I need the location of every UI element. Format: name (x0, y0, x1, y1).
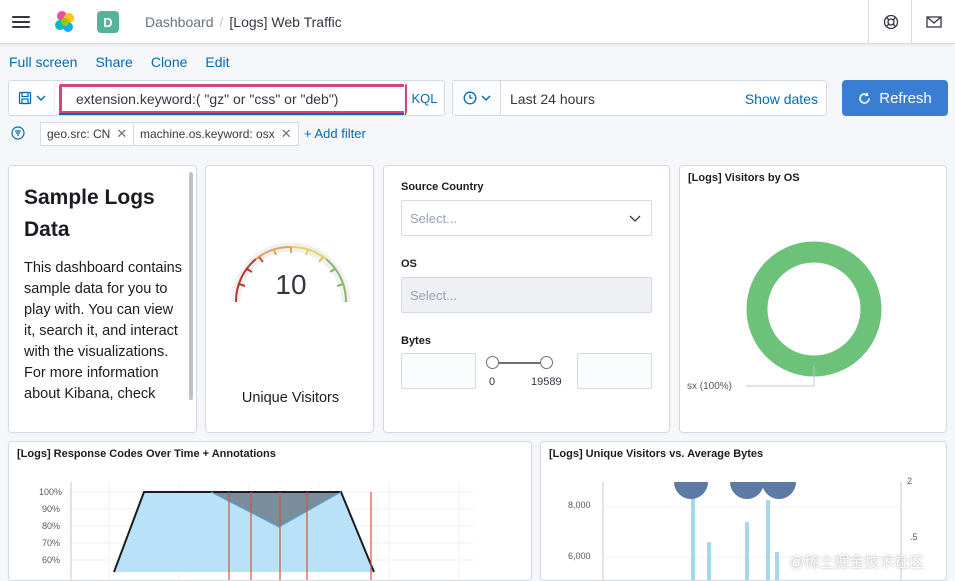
annotation-markers[interactable] (228, 492, 372, 581)
unique-visitors-bytes-panel: [Logs] Unique Visitors vs. Average Bytes… (540, 441, 947, 581)
saved-query-button[interactable] (9, 81, 55, 115)
donut-slice-sx[interactable] (746, 241, 882, 377)
filter-pill-label: machine.os.keyword: osx (140, 127, 275, 141)
query-bar: extension.keyword:( "gz" or "css" or "de… (8, 80, 445, 116)
kibana-logo[interactable] (52, 9, 78, 35)
add-filter-link[interactable]: + Add filter (304, 126, 366, 141)
unique-visitors-bytes-chart (602, 482, 902, 581)
select-placeholder: Select... (410, 210, 457, 226)
gauge-chart: 10 (231, 242, 351, 303)
query-input-focus-line (59, 113, 406, 115)
remove-filter-icon[interactable]: ✕ (116, 126, 128, 141)
chevron-down-icon (36, 95, 45, 101)
show-dates-link[interactable]: Show dates (744, 91, 818, 107)
menu-icon[interactable] (12, 13, 30, 31)
help-lifebuoy-icon (883, 14, 898, 30)
select-placeholder: Select... (410, 287, 457, 303)
space-avatar[interactable]: D (97, 11, 119, 33)
edit-link[interactable]: Edit (205, 54, 230, 70)
bytes-max-input[interactable] (577, 353, 652, 389)
filter-pill-geo-src[interactable]: geo.src: CN ✕ (40, 122, 135, 146)
y-tick-label: 6,000 (568, 551, 591, 561)
query-language-toggle[interactable]: KQL (404, 81, 444, 115)
bytes-min-thumb[interactable] (486, 356, 499, 369)
visitor-points[interactable] (674, 482, 796, 499)
panel-title: [Logs] Response Codes Over Time + Annota… (17, 448, 276, 460)
os-select[interactable]: Select... (401, 277, 652, 313)
time-range-text[interactable]: Last 24 hours (510, 91, 595, 107)
gauge-label: Unique Visitors (241, 390, 340, 406)
breadcrumb: Dashboard / [Logs] Web Traffic (145, 14, 342, 30)
chevron-down-icon (481, 95, 490, 101)
top-nav-bar: D Dashboard / [Logs] Web Traffic (0, 0, 955, 44)
mail-icon (925, 16, 942, 28)
donut-slice-label: sx (100%) (687, 381, 733, 392)
refresh-label: Refresh (879, 89, 932, 107)
clone-link[interactable]: Clone (150, 54, 188, 70)
date-picker: Last 24 hours Show dates (452, 80, 827, 116)
y-tick-label: 8,000 (568, 500, 591, 510)
refresh-icon (859, 92, 870, 104)
save-icon (18, 91, 31, 105)
dashboard-actions: Full screen Share Clone Edit (9, 54, 230, 70)
filter-menu-icon[interactable] (11, 126, 25, 140)
panel-title: [Logs] Unique Visitors vs. Average Bytes (549, 448, 764, 460)
source-country-label: Source Country (401, 181, 484, 193)
panel-title: [Logs] Visitors by OS (688, 172, 800, 184)
query-input[interactable]: extension.keyword:( "gz" or "css" or "de… (59, 84, 407, 114)
y2-tick-label: .5 (910, 532, 918, 542)
y-tick-label: 60% (42, 555, 61, 565)
breadcrumb-current: [Logs] Web Traffic (229, 14, 342, 30)
filter-pill-label: geo.src: CN (47, 127, 111, 141)
bytes-bars[interactable] (691, 497, 779, 581)
success-area[interactable] (114, 492, 374, 572)
markdown-heading: Sample Logs Data (24, 186, 155, 241)
legend-leader-line (746, 366, 815, 387)
watermark: @稀土掘金技术社区 (789, 554, 925, 571)
visitors-by-os-panel: [Logs] Visitors by OS sx (100%) (679, 165, 947, 433)
help-button[interactable] (868, 0, 912, 44)
panel-scrollbar[interactable] (189, 172, 193, 400)
gauge-panel: 10 Unique Visitors (205, 165, 374, 433)
source-country-select[interactable]: Select... (401, 200, 652, 236)
markdown-panel: Sample Logs Data This dashboard contains… (8, 165, 197, 433)
bytes-label: Bytes (401, 335, 431, 347)
chevron-down-icon (629, 215, 641, 222)
y-tick-label: 70% (42, 538, 61, 548)
response-codes-panel: [Logs] Response Codes Over Time + Annota… (8, 441, 532, 581)
y-tick-label: 80% (42, 521, 61, 531)
bytes-min-input[interactable] (401, 353, 476, 389)
os-label: OS (401, 258, 417, 270)
response-codes-area-chart (70, 482, 474, 581)
remove-filter-icon[interactable]: ✕ (280, 126, 292, 141)
markdown-body: This dashboard contains sample data for … (24, 260, 182, 402)
error-area[interactable] (211, 492, 341, 527)
bytes-range-track (493, 362, 547, 364)
y2-tick-label: 2 (907, 476, 913, 486)
full-screen-link[interactable]: Full screen (9, 54, 78, 70)
controls-panel: Source Country Select... OS Select... By… (383, 165, 670, 433)
y-tick-label: 90% (42, 504, 61, 514)
bytes-max-value: 19589 (531, 376, 562, 388)
clock-icon (463, 91, 476, 105)
bytes-min-value: 0 (489, 376, 496, 388)
quick-select-button[interactable] (453, 81, 501, 115)
newsfeed-button[interactable] (911, 0, 955, 44)
breadcrumb-dashboard[interactable]: Dashboard (145, 14, 214, 30)
filter-pill-machine-os[interactable]: machine.os.keyword: osx ✕ (133, 122, 299, 146)
share-link[interactable]: Share (95, 54, 133, 70)
refresh-button[interactable]: Refresh (842, 80, 948, 116)
y-tick-label: 100% (39, 487, 63, 497)
os-donut-chart (746, 241, 882, 387)
gauge-value: 10 (275, 269, 306, 300)
bytes-max-thumb[interactable] (540, 356, 553, 369)
